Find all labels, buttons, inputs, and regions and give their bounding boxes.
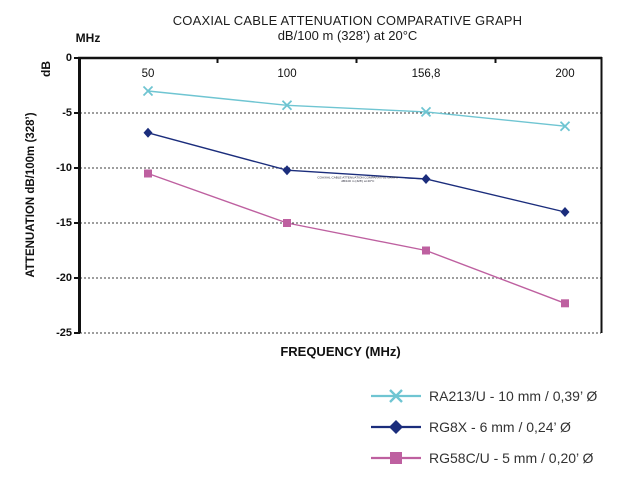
- x-marker: [559, 121, 571, 132]
- legend-label: RG8X - 6 mm / 0,24’ Ø: [429, 418, 571, 435]
- x-marker: [142, 85, 154, 97]
- y-tick-label: -5: [62, 107, 72, 119]
- tiny-annotation-line2: dB/100 m (328’) at 20°C: [341, 180, 375, 184]
- tiny-inset-annotation: COAXIAL CABLE ATTENUATION COMPARATIVE GR…: [312, 176, 404, 183]
- legend-label: RA213/U - 10 mm / 0,39’ Ø: [429, 387, 598, 404]
- chart-subtitle: dB/100 m (328’) at 20°C: [277, 28, 418, 43]
- square-marker: [283, 219, 291, 227]
- y-tick-label: -20: [56, 272, 72, 284]
- legend-marker-diamond: [371, 419, 421, 434]
- tiny-annotation-line1: COAXIAL CABLE ATTENUATION COMPARATIVE GR…: [317, 176, 399, 180]
- square-marker: [422, 246, 430, 255]
- series-line: [147, 132, 566, 213]
- chart-title: COAXIAL CABLE ATTENUATION COMPARATIVE GR…: [172, 13, 523, 28]
- legend-item: RA213/U - 10 mm / 0,39’ Ø: [370, 380, 597, 411]
- annotation-connector-line: [404, 177, 422, 180]
- x-unit-label: MHz: [75, 31, 101, 45]
- x-category-label: 156,8: [411, 68, 441, 80]
- square-marker: [561, 299, 569, 308]
- y-tick-label: 0: [65, 52, 72, 64]
- diamond-marker: [421, 174, 431, 184]
- diamond-marker: [282, 165, 292, 176]
- legend-label: RG58C/U - 5 mm / 0,20’ Ø: [429, 449, 594, 466]
- x-axis-title: FREQUENCY (MHz): [280, 344, 401, 359]
- x-marker: [420, 106, 432, 118]
- y-tick-label: -15: [56, 217, 72, 229]
- legend-item: RG8X - 6 mm / 0,24’ Ø: [370, 411, 597, 442]
- legend: RA213/U - 10 mm / 0,39’ Ø RG8X - 6 mm / 0…: [370, 380, 597, 473]
- legend-marker-x: [371, 388, 421, 403]
- y-tick-label: -25: [56, 327, 72, 339]
- diamond-marker: [560, 207, 570, 217]
- x-category-label: 100: [277, 68, 297, 80]
- series-line: [147, 90, 566, 127]
- series-line: [147, 172, 566, 304]
- x-category-label: 200: [555, 68, 575, 80]
- diamond-marker: [143, 127, 153, 138]
- x-category-label: 50: [141, 68, 155, 80]
- square-marker: [144, 169, 152, 178]
- x-marker: [281, 100, 293, 111]
- y-tick-label: -10: [56, 162, 72, 174]
- legend-item: RG58C/U - 5 mm / 0,20’ Ø: [370, 442, 597, 473]
- legend-marker-square: [371, 451, 421, 464]
